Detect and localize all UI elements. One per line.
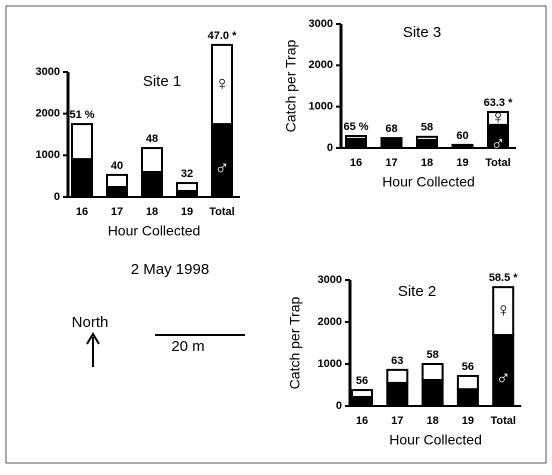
bar-annotation: 48 xyxy=(146,133,158,145)
y-tick-label: 0 xyxy=(54,191,60,203)
x-axis-label: Hour Collected xyxy=(382,174,475,190)
bar-annotation: 58.5 * xyxy=(489,272,518,284)
series-symbol: ♂ xyxy=(491,133,506,155)
series-symbol: ♀ xyxy=(491,107,506,129)
date: 2 May 1998 xyxy=(131,261,209,278)
x-tick-label: 18 xyxy=(146,206,158,218)
y-tick-label: 2000 xyxy=(36,108,60,120)
y-tick-label: 1000 xyxy=(36,149,60,161)
chart-title: Site 1 xyxy=(143,73,181,90)
bar-segment xyxy=(176,182,198,192)
y-tick-label: 3000 xyxy=(318,274,342,286)
bar-annotation: 60 xyxy=(456,130,468,142)
bar-segment xyxy=(351,395,373,408)
bar-segment xyxy=(345,137,367,149)
bar-segment xyxy=(141,147,163,174)
bar-segment xyxy=(71,158,93,198)
y-tick-label: 2000 xyxy=(318,316,342,328)
y-tick-label: 1000 xyxy=(309,101,333,113)
x-tick-label: 19 xyxy=(462,415,474,427)
bar-annotation: 47.0 * xyxy=(208,30,237,42)
bar-annotation: 56 xyxy=(356,375,368,387)
bar-annotation: 58 xyxy=(426,349,438,361)
y-tick-label: 2000 xyxy=(309,59,333,71)
y-tick-label: 3000 xyxy=(36,66,60,78)
series-symbol: ♂ xyxy=(215,157,230,179)
bar-segment xyxy=(421,378,444,407)
x-tick-label: 17 xyxy=(391,415,403,427)
series-symbol: ♂ xyxy=(496,367,511,389)
series-symbol: ♀ xyxy=(215,73,230,95)
bar-segment xyxy=(141,171,163,198)
x-tick-label: 19 xyxy=(456,157,468,169)
chart-title: Site 3 xyxy=(403,24,441,41)
x-axis-label: Hour Collected xyxy=(108,223,201,239)
bar-segment xyxy=(456,374,479,391)
bar-segment xyxy=(456,388,479,408)
bar-segment xyxy=(386,368,409,384)
x-tick-label: 18 xyxy=(421,157,433,169)
north-label: North xyxy=(72,314,109,331)
x-tick-label: 19 xyxy=(181,206,193,218)
x-tick-label: Total xyxy=(485,157,510,169)
x-tick-label: 18 xyxy=(426,415,438,427)
bar-segment xyxy=(380,137,403,141)
y-axis-label: Catch per Trap xyxy=(287,296,303,389)
x-tick-label: Total xyxy=(209,206,234,218)
north-arrow-head xyxy=(86,332,100,345)
bar-segment xyxy=(386,381,409,407)
bar-segment xyxy=(487,111,509,126)
bar-segment xyxy=(416,135,438,141)
x-tick-label: 17 xyxy=(385,157,397,169)
bar-annotation: 51 % xyxy=(69,109,94,121)
x-axis-label: Hour Collected xyxy=(389,432,482,448)
bar-annotation: 63.3 * xyxy=(484,97,513,109)
y-axis-label: Catch per Trap xyxy=(283,39,299,132)
bar-annotation: 65 % xyxy=(343,121,368,133)
bar-segment xyxy=(416,138,438,150)
bar-segment xyxy=(211,43,233,126)
bar-segment xyxy=(380,138,403,150)
y-tick-label: 0 xyxy=(336,400,342,412)
bar-segment xyxy=(351,389,373,398)
frame xyxy=(5,5,547,464)
x-tick-label: Total xyxy=(490,415,515,427)
bar-segment xyxy=(345,135,367,140)
bar-segment xyxy=(451,143,474,147)
bar-segment xyxy=(71,123,93,161)
bar-annotation: 68 xyxy=(385,123,397,135)
bar-segment xyxy=(106,186,128,198)
chart-title: Site 2 xyxy=(398,283,436,300)
x-tick-label: 16 xyxy=(356,415,368,427)
x-tick-label: 17 xyxy=(111,206,123,218)
series-symbol: ♀ xyxy=(496,299,511,321)
bar-annotation: 56 xyxy=(462,361,474,373)
bar-segment xyxy=(106,173,128,189)
x-tick-label: 16 xyxy=(350,157,362,169)
bar-annotation: 58 xyxy=(421,122,433,134)
bar-annotation: 63 xyxy=(391,355,403,367)
bar-segment xyxy=(492,286,515,337)
scale-label: 20 m xyxy=(171,338,204,355)
x-tick-label: 16 xyxy=(76,206,88,218)
bar-annotation: 40 xyxy=(111,160,123,172)
bar-annotation: 32 xyxy=(181,168,193,180)
y-tick-label: 1000 xyxy=(318,358,342,370)
y-tick-label: 3000 xyxy=(309,18,333,30)
y-tick-label: 0 xyxy=(327,142,333,154)
bar-segment xyxy=(421,363,444,381)
